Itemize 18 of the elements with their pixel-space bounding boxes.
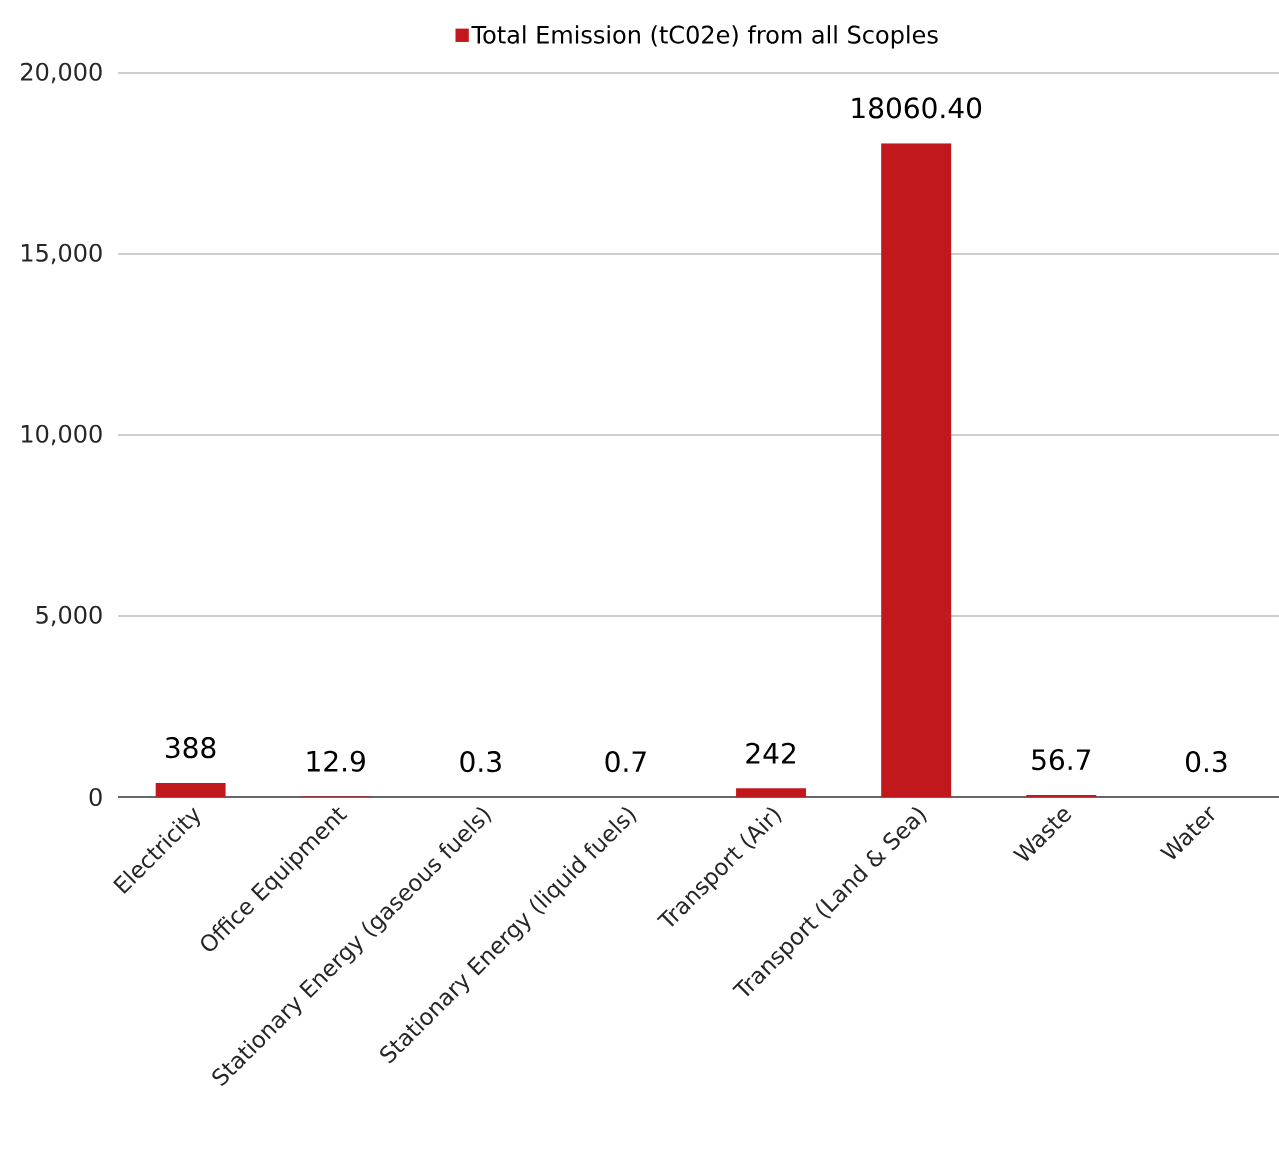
bar bbox=[155, 782, 226, 797]
data-label: 0.3 bbox=[460, 751, 501, 773]
y-tick-label: 5,000 bbox=[36, 605, 102, 627]
y-tick-label: 10,000 bbox=[21, 424, 102, 446]
data-label: 18060.40 bbox=[852, 97, 982, 119]
y-tick-label: 20,000 bbox=[21, 62, 102, 84]
data-label: 0.7 bbox=[605, 751, 646, 773]
data-label: 388 bbox=[165, 737, 216, 759]
legend-label: Total Emission (tC02e) from all Scoples bbox=[471, 25, 938, 49]
data-label: 0.3 bbox=[1186, 751, 1227, 773]
y-tick-label: 0 bbox=[89, 787, 102, 807]
y-tick-label: 15,000 bbox=[21, 243, 102, 265]
bar bbox=[736, 788, 807, 797]
bar bbox=[1026, 794, 1097, 797]
bar bbox=[881, 143, 952, 797]
data-label: 12.9 bbox=[307, 750, 365, 772]
data-label: 242 bbox=[746, 742, 795, 764]
data-label: 56.7 bbox=[1032, 749, 1091, 771]
